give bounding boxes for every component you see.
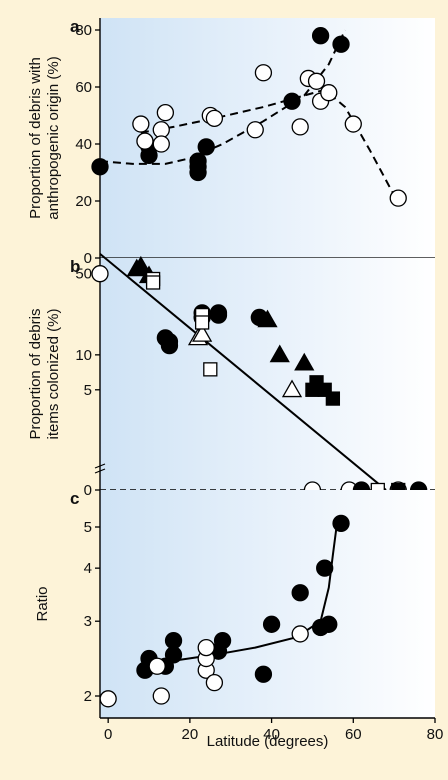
x-axis-title: Latitude (degrees)	[207, 733, 329, 750]
data-point-open-circle	[99, 690, 117, 708]
data-point-filled-triangle	[257, 309, 278, 328]
data-point-filled-circle	[311, 27, 330, 45]
y-tick-label: 5	[84, 382, 92, 399]
data-point-filled-triangle	[269, 344, 290, 363]
data-point-open-circle	[320, 84, 338, 102]
axis-break-mark	[94, 468, 106, 474]
panel-b: 0 5 10 50b Proportion of debris items coloniz…	[27, 253, 435, 499]
data-point-open-triangle	[281, 379, 303, 398]
data-point-open-circle	[389, 189, 407, 207]
y-tick-label: 80	[75, 22, 92, 39]
data-point-open-circle	[344, 115, 362, 133]
data-point-filled-circle	[91, 158, 109, 176]
y-tick-label: 20	[75, 193, 92, 210]
data-point-open-circle	[152, 135, 170, 153]
x-tick-label: 40	[263, 726, 280, 743]
data-point-open-circle	[152, 687, 170, 705]
data-point-filled-circle	[160, 337, 179, 355]
y-axis-title: Proportion of debris with	[27, 57, 44, 219]
data-point-filled-circle	[213, 631, 232, 650]
data-point-open-circle	[156, 104, 175, 122]
data-point-open-circle	[91, 265, 109, 283]
panel-c: 2 3 4 5c Ratio 0 20 40 60 80 Latitude (degrees)	[34, 489, 443, 750]
data-point-filled-triangle	[294, 352, 315, 371]
y-tick-label: 40	[75, 136, 92, 153]
panel-label: c	[70, 489, 79, 508]
data-point-open-square	[203, 362, 218, 377]
x-tick-label: 60	[345, 726, 362, 743]
data-point-filled-circle	[254, 665, 273, 683]
y-tick-label: 0	[84, 482, 92, 499]
y-tick-label: 2	[84, 688, 92, 705]
data-point-open-circle	[197, 638, 215, 657]
data-point-filled-circle	[164, 631, 183, 650]
data-point-filled-triangle	[130, 255, 151, 274]
y-axis-title: anthropogenic origin (%)	[45, 56, 62, 219]
axis-break-mark	[94, 463, 106, 469]
data-point-open-circle	[136, 132, 154, 150]
data-point-open-circle	[205, 674, 224, 692]
x-tick-label: 80	[427, 726, 444, 743]
panel-label: b	[70, 257, 80, 276]
y-tick-label: 50	[75, 266, 92, 283]
data-point-filled-circle	[332, 514, 350, 532]
data-point-filled-square	[325, 391, 341, 406]
data-point-filled-circle	[332, 35, 350, 53]
data-point-filled-circle	[189, 163, 207, 182]
data-point-open-square	[194, 315, 210, 330]
data-point-open-circle	[307, 72, 326, 90]
y-tick-label: 5	[84, 519, 92, 536]
x-tick-label: 0	[104, 726, 112, 743]
data-point-filled-circle	[316, 559, 334, 577]
data-point-open-circle	[291, 625, 309, 643]
y-tick-label: 0	[84, 250, 92, 267]
data-point-open-circle	[148, 657, 166, 675]
x-tick-label: 20	[182, 726, 199, 743]
data-point-filled-circle	[209, 306, 228, 324]
data-point-open-circle	[291, 118, 309, 136]
data-point-open-circle	[132, 115, 150, 133]
data-point-filled-circle	[291, 584, 309, 602]
fit-line	[140, 88, 395, 196]
data-point-filled-circle	[283, 92, 301, 110]
y-tick-label: 3	[84, 613, 92, 630]
panel-a: 0 20 40 60 80a Proportion of debris with anthr…	[27, 17, 435, 267]
plot-background	[100, 490, 435, 718]
data-point-filled-circle	[320, 615, 338, 633]
plot-background	[100, 258, 435, 490]
y-tick-label: 10	[75, 347, 92, 364]
panel-label: a	[70, 17, 80, 36]
fit-line	[99, 253, 387, 491]
y-tick-label: 4	[84, 560, 92, 577]
data-point-open-square	[145, 275, 161, 290]
y-axis-title: items colonized (%)	[45, 309, 62, 440]
data-point-open-circle	[254, 64, 273, 82]
data-point-open-triangle	[192, 324, 213, 342]
data-point-filled-circle	[262, 615, 281, 633]
data-point-open-circle	[205, 109, 224, 127]
data-point-filled-circle	[140, 146, 158, 165]
y-axis-title: Proportion of debris	[27, 309, 44, 440]
y-tick-label: 60	[75, 79, 92, 96]
data-point-open-circle	[246, 121, 264, 139]
y-axis-title: Ratio	[34, 586, 51, 621]
data-point-filled-circle	[197, 138, 215, 156]
